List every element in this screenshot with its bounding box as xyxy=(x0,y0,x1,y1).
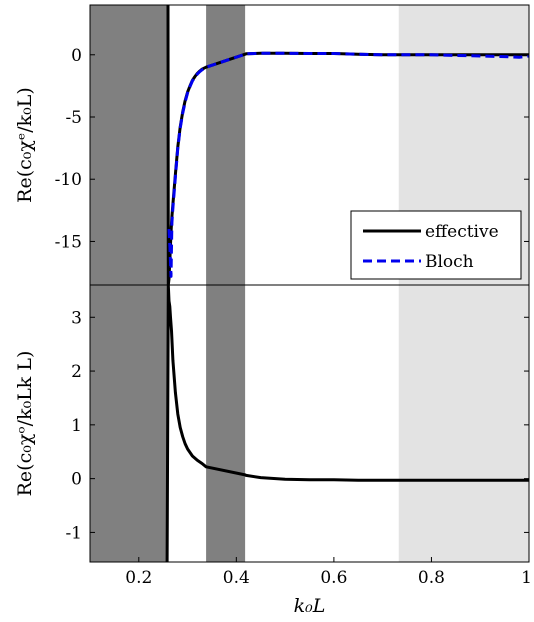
bottom-y-axis-label: Re(c₀χᵒ/k₀Lk L) xyxy=(14,351,36,497)
x-tick-label: 0.6 xyxy=(320,568,347,588)
y-tick-label: 2 xyxy=(71,362,82,382)
band-0 xyxy=(90,5,169,285)
legend-label-effective: effective xyxy=(425,222,499,242)
x-tick-label: 1 xyxy=(521,568,532,588)
series-line-effective xyxy=(165,283,529,563)
bottom-panel: 3 2 1 0 -1 0.2 0.4 0.6 0.8 1 Re(c₀χᵒ/k₀Lk L) k₀L xyxy=(14,283,532,617)
band-2 xyxy=(398,285,529,562)
x-tick-label: 0.2 xyxy=(125,568,152,588)
bottom-axes-frame xyxy=(89,284,530,563)
series-line-bloch xyxy=(167,51,530,278)
x-tick-label: 0.8 xyxy=(418,568,445,588)
band-0 xyxy=(90,285,169,562)
bottom-bands xyxy=(90,285,529,562)
y-tick-label: -5 xyxy=(65,108,82,128)
top-series xyxy=(166,4,530,287)
y-tick-label: 0 xyxy=(71,46,82,66)
bottom-series xyxy=(165,283,529,563)
y-tick-label: -10 xyxy=(55,170,82,190)
y-tick-label: -15 xyxy=(55,232,82,252)
top-panel: 0 -5 -10 -15 Re(c₀χᵉ/k₀L) effective Bloch xyxy=(14,4,530,287)
x-axis-label: k₀L xyxy=(294,595,326,617)
top-y-axis-label: Re(c₀χᵉ/k₀L) xyxy=(14,87,36,203)
y-tick-label: -1 xyxy=(65,523,82,543)
band-1 xyxy=(206,5,246,285)
band-1 xyxy=(206,285,246,562)
x-tick-label: 0.4 xyxy=(223,568,250,588)
legend-box xyxy=(350,210,522,280)
y-tick-label: 0 xyxy=(71,470,82,490)
y-tick-label: 1 xyxy=(71,416,82,436)
legend: effective Bloch xyxy=(350,210,522,280)
bottom-ticks: 3 2 1 0 -1 0.2 0.4 0.6 0.8 1 xyxy=(65,308,532,588)
y-tick-label: 3 xyxy=(71,308,82,328)
legend-label-bloch: Bloch xyxy=(425,252,474,272)
top-ticks: 0 -5 -10 -15 xyxy=(55,46,529,252)
